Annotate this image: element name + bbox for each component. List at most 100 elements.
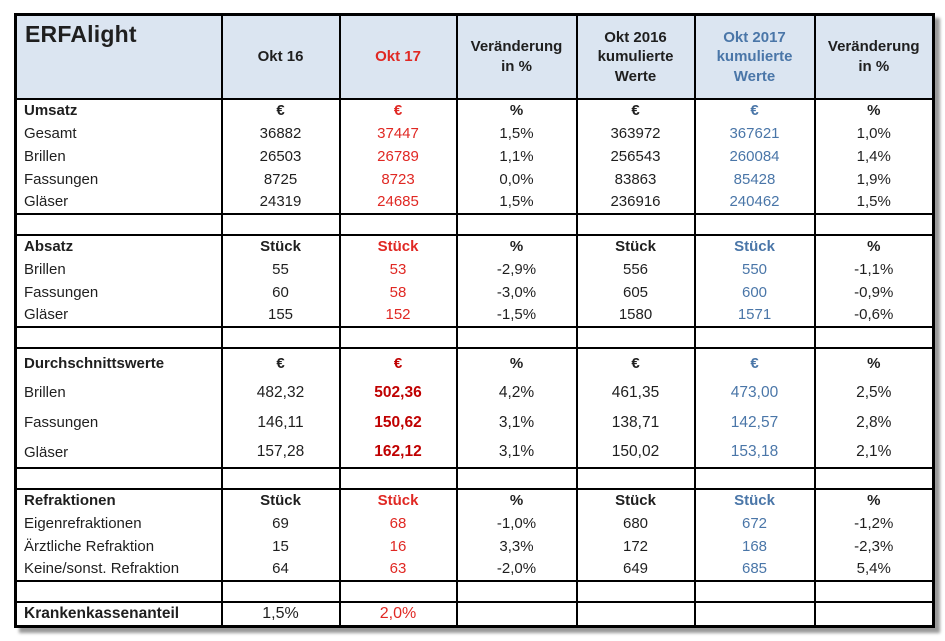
row-label: Eigenrefraktionen (14, 511, 223, 535)
data-cell: 15 (220, 534, 341, 558)
data-cell: 672 (693, 511, 816, 535)
data-cell: 157,28 (220, 437, 341, 468)
unit-cell: Stück (220, 487, 341, 512)
data-cell: -2,9% (455, 257, 578, 281)
col-header-okt17: Okt 17 (338, 14, 458, 100)
table-row: Brillen 26503 26789 1,1% 256543 260084 1,4% (14, 144, 935, 168)
spacer-row (14, 466, 935, 490)
data-cell: 1,5% (813, 190, 935, 214)
data-cell: 256543 (575, 144, 696, 168)
spacer-cell (575, 579, 696, 603)
table-row: Gläser 24319 24685 1,5% 236916 240462 1,5% (14, 190, 935, 214)
data-cell: 24685 (338, 190, 458, 214)
data-cell: 16 (338, 534, 458, 558)
data-cell: 1,5% (455, 190, 578, 214)
section-title: Absatz (14, 233, 223, 258)
table-row: Gläser 155 152 -1,5% 1580 1571 -0,6% (14, 303, 935, 327)
data-cell: 24319 (220, 190, 341, 214)
row-label: Gläser (14, 190, 223, 214)
spacer-cell (14, 579, 223, 603)
data-cell: 680 (575, 511, 696, 535)
data-cell: 502,36 (338, 377, 458, 408)
data-cell: 26789 (338, 144, 458, 168)
table-row: Ärztliche Refraktion 15 16 3,3% 172 168 -2,3% (14, 534, 935, 558)
data-cell: 236916 (575, 190, 696, 214)
data-cell: -2,0% (455, 557, 578, 581)
unit-cell: % (813, 233, 935, 258)
data-cell: 55 (220, 257, 341, 281)
section-title: Durchschnittswerte (14, 346, 223, 378)
row-label: Fassungen (14, 280, 223, 304)
data-cell: 556 (575, 257, 696, 281)
unit-cell: % (813, 97, 935, 122)
spacer-cell (813, 466, 935, 490)
data-cell: 605 (575, 280, 696, 304)
row-label: Gläser (14, 303, 223, 327)
section-header-row: Umsatz € €% € €% (14, 97, 935, 122)
erfa-report-table: ERFAlight Okt 16 Okt 17 Veränderung in %… (14, 13, 935, 628)
spacer-cell (575, 212, 696, 236)
unit-cell: Stück (575, 233, 696, 258)
unit-cell: Stück (693, 233, 816, 258)
row-label: Fassungen (14, 407, 223, 438)
data-cell: 142,57 (693, 407, 816, 438)
spacer-cell (338, 579, 458, 603)
unit-cell: Stück (338, 487, 458, 512)
section-header-row: Refraktionen Stück Stück% Stück Stück% (14, 487, 935, 512)
row-label: Ärztliche Refraktion (14, 534, 223, 558)
spacer-cell (693, 466, 816, 490)
spacer-cell (338, 212, 458, 236)
table-row: Gläser 157,28 162,12 3,1% 150,02 153,18 2,1% (14, 437, 935, 468)
data-cell: 260084 (693, 144, 816, 168)
spacer-cell (338, 466, 458, 490)
data-cell: 162,12 (338, 437, 458, 468)
data-cell: 168 (693, 534, 816, 558)
data-cell: 85428 (693, 167, 816, 191)
data-cell: -1,2% (813, 511, 935, 535)
row-label: Krankenkassenanteil (14, 601, 223, 627)
data-cell: 5,4% (813, 557, 935, 581)
data-cell: -3,0% (455, 280, 578, 304)
data-cell: 155 (220, 303, 341, 327)
data-cell: 58 (338, 280, 458, 304)
spacer-cell (575, 466, 696, 490)
data-cell: -1,0% (455, 511, 578, 535)
spacer-cell (14, 466, 223, 490)
unit-cell: € (338, 97, 458, 122)
col-header-okt2016-kumuliert: Okt 2016 kumulierte Werte (575, 14, 696, 100)
col-header-veraenderung-2: Veränderung in % (813, 14, 935, 100)
spacer-cell (813, 579, 935, 603)
data-cell: 1,1% (455, 144, 578, 168)
table-row: Keine/sonst. Refraktion 64 63 -2,0% 649 685 5,… (14, 557, 935, 581)
unit-cell: % (455, 233, 578, 258)
data-cell: 240462 (693, 190, 816, 214)
section-header-row: Absatz Stück Stück% Stück Stück% (14, 233, 935, 258)
table-row: Eigenrefraktionen 69 68 -1,0% 680 672 -1,2% (14, 511, 935, 535)
spacer-row (14, 579, 935, 603)
data-cell: 146,11 (220, 407, 341, 438)
col-header-veraenderung-1: Veränderung in % (455, 14, 578, 100)
spacer-cell (338, 325, 458, 349)
section-header-row: Durchschnittswerte € €% € €% (14, 346, 935, 378)
data-cell (455, 601, 578, 627)
data-cell: 53 (338, 257, 458, 281)
data-cell: 64 (220, 557, 341, 581)
unit-cell: € (693, 346, 816, 378)
data-cell: 138,71 (575, 407, 696, 438)
data-cell: -1,1% (813, 257, 935, 281)
table-row: Fassungen 146,11 150,62 3,1% 138,71 142,57 2,8… (14, 407, 935, 438)
data-cell: 26503 (220, 144, 341, 168)
data-cell: 461,35 (575, 377, 696, 408)
data-cell (693, 601, 816, 627)
row-label: Gläser (14, 437, 223, 468)
data-cell: 363972 (575, 121, 696, 145)
data-cell: 1,5% (220, 601, 341, 627)
spacer-row (14, 325, 935, 349)
data-cell (813, 601, 935, 627)
data-cell: 482,32 (220, 377, 341, 408)
data-cell: 0,0% (455, 167, 578, 191)
data-cell: 68 (338, 511, 458, 535)
data-cell: 150,02 (575, 437, 696, 468)
section-title: Umsatz (14, 97, 223, 122)
spacer-cell (813, 325, 935, 349)
